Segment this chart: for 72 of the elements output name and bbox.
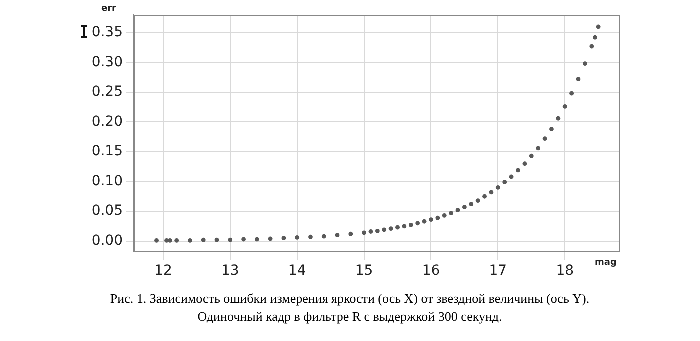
point [201, 238, 206, 242]
point [496, 185, 500, 190]
point [362, 230, 366, 236]
x-tick-label: 14 [288, 263, 306, 280]
point [576, 77, 581, 82]
x-tick-label: 16 [422, 263, 440, 280]
point [469, 202, 474, 207]
point [322, 234, 326, 239]
point [308, 234, 313, 240]
point [348, 232, 354, 236]
point [516, 168, 520, 173]
x-tick-label: 18 [556, 263, 574, 280]
point [228, 238, 233, 242]
point [590, 44, 594, 49]
point [416, 221, 420, 226]
point [436, 216, 440, 220]
point [408, 223, 414, 228]
point [570, 91, 574, 96]
point [522, 162, 528, 166]
point [268, 236, 273, 242]
point [456, 208, 460, 213]
point [429, 218, 434, 222]
y-tick-label: 0.20 [92, 114, 123, 130]
point [529, 154, 534, 158]
point [188, 238, 192, 243]
point [596, 24, 601, 30]
x-axis-title: mag [595, 258, 617, 268]
point [562, 104, 568, 109]
point [375, 228, 380, 234]
point [442, 213, 447, 218]
x-tick-label: 17 [489, 263, 508, 280]
point [154, 238, 159, 243]
x-tick-label: 15 [355, 263, 374, 280]
point [388, 226, 394, 231]
point [536, 146, 541, 151]
point [582, 62, 588, 66]
y-tick-label: 0.00 [92, 232, 123, 249]
point [502, 180, 508, 185]
point [295, 236, 300, 240]
y-tick-label: 0.10 [92, 173, 123, 190]
point [556, 116, 561, 121]
point [242, 237, 246, 242]
point [402, 224, 407, 229]
point [422, 219, 427, 224]
point [489, 190, 494, 195]
point [254, 237, 260, 242]
point [396, 225, 400, 230]
y-tick-label: 0.15 [92, 144, 123, 160]
y-tick-label: 0.25 [92, 84, 123, 100]
point [462, 205, 467, 210]
x-tick-label: 13 [221, 263, 240, 280]
point [214, 238, 220, 242]
point [335, 233, 340, 238]
point [382, 228, 387, 232]
point [593, 35, 598, 40]
point [449, 211, 454, 216]
point [168, 238, 172, 243]
point [550, 127, 554, 132]
point [476, 198, 480, 203]
text: Одиночный кадр в фильтре R с выдержкой 300 секунд. [196, 308, 504, 326]
text: Рис. 1. Зависимость ошибки измерения яркости (ось X) от звездной величины (ось Y). [109, 290, 591, 308]
point [542, 136, 548, 142]
point [482, 194, 487, 199]
y-tick-label: 0.05 [92, 203, 123, 220]
x-tick-label: 12 [154, 263, 172, 280]
point [509, 174, 514, 180]
y-tick-label: 0.35 [92, 24, 123, 41]
point [368, 230, 374, 234]
point [282, 236, 286, 241]
point [174, 238, 180, 243]
y-axis-title: err [102, 4, 118, 14]
y-tick-label: 0.30 [92, 54, 123, 70]
